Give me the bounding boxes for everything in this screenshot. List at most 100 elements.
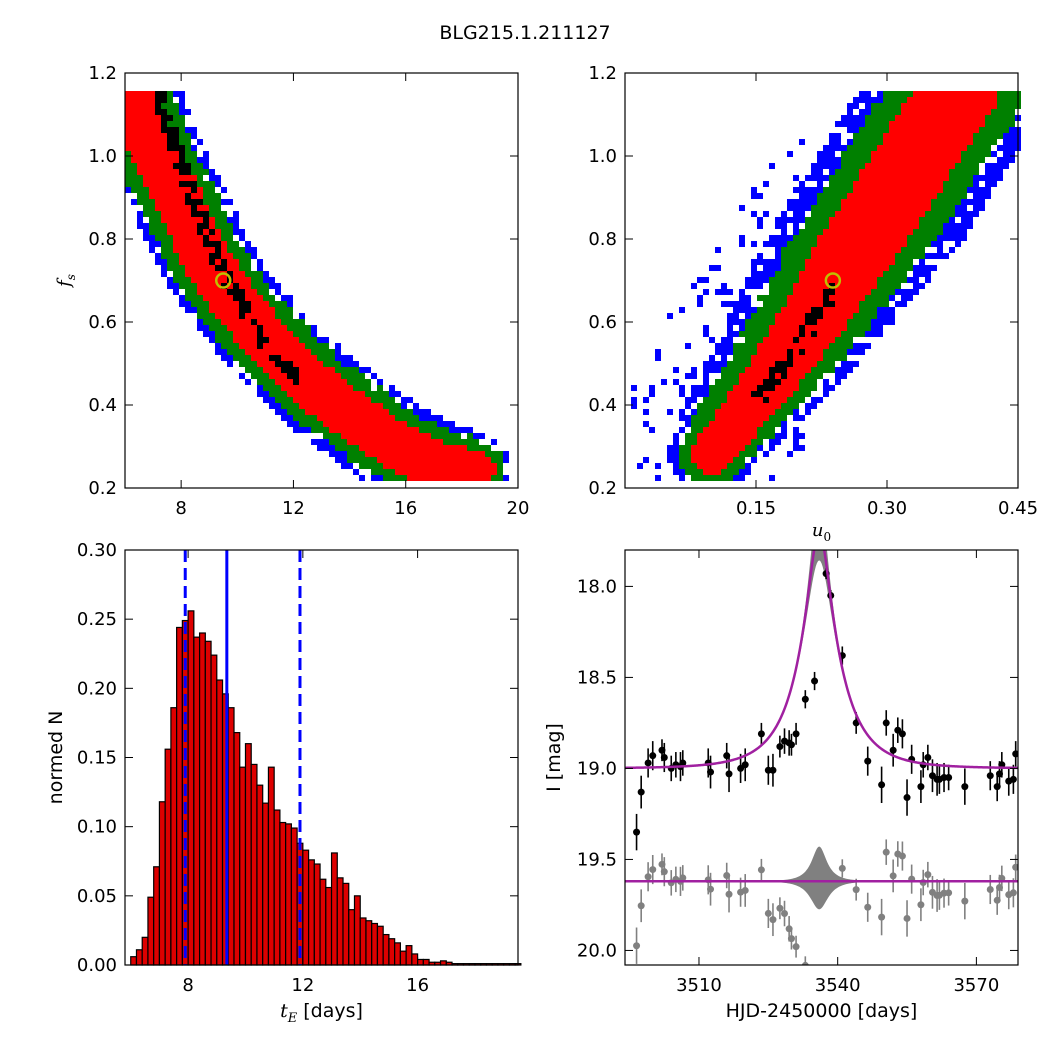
- top-right-cell: [847, 247, 853, 253]
- top-left-cell: [425, 463, 431, 469]
- top-right-cell: [769, 283, 775, 289]
- top-right-cell: [775, 265, 781, 271]
- top-right-cell: [781, 265, 787, 271]
- top-right-cell: [679, 445, 685, 451]
- top-right-cell: [895, 223, 901, 229]
- top-right-cell: [697, 475, 703, 481]
- top-left-cell: [287, 337, 293, 343]
- top-left-cell: [275, 331, 281, 337]
- top-left-cell: [131, 115, 137, 121]
- top-left-cell: [353, 445, 359, 451]
- top-left-cell: [257, 265, 263, 271]
- top-right-cell: [787, 343, 793, 349]
- top-left-cell: [239, 301, 245, 307]
- top-right-cell: [967, 145, 973, 151]
- top-right-cell: [895, 157, 901, 163]
- top-left-cell: [371, 373, 377, 379]
- top-left-cell: [203, 181, 209, 187]
- top-right-cell: [685, 415, 691, 421]
- top-right-cell: [715, 289, 721, 295]
- top-left-cell: [143, 211, 149, 217]
- top-left-cell: [443, 433, 449, 439]
- top-right-cell: [895, 271, 901, 277]
- bottom-left-bar: [371, 922, 379, 966]
- top-right-cell: [775, 409, 781, 415]
- top-left-cell: [227, 325, 233, 331]
- top-right-cell: [907, 277, 913, 283]
- top-right-cell: [703, 445, 709, 451]
- bottom-right-model-curve: [625, 550, 1018, 770]
- top-left-cell: [167, 235, 173, 241]
- top-left-cell: [245, 301, 251, 307]
- top-right-cell: [925, 169, 931, 175]
- top-left-cell: [191, 229, 197, 235]
- top-right-cell: [913, 271, 919, 277]
- top-right-cell: [853, 205, 859, 211]
- top-right-cell: [703, 391, 709, 397]
- top-left-cell: [221, 349, 227, 355]
- top-left-cell: [149, 151, 155, 157]
- top-right-cell: [841, 337, 847, 343]
- top-right-cell: [721, 283, 727, 289]
- top-right-cell: [829, 139, 835, 145]
- top-left-cell: [269, 307, 275, 313]
- top-right-cell: [751, 403, 757, 409]
- top-left-cell: [293, 385, 299, 391]
- top-left-cell: [371, 469, 377, 475]
- top-right-cell: [901, 139, 907, 145]
- top-right-cell: [745, 301, 751, 307]
- top-left-cell: [167, 121, 173, 127]
- top-right-cell: [817, 169, 823, 175]
- top-right-cell: [751, 415, 757, 421]
- top-right-cell: [865, 301, 871, 307]
- top-left-cell: [245, 361, 251, 367]
- top-right-cell: [799, 433, 805, 439]
- bottom-right-data-point: [707, 768, 715, 776]
- top-right-cell: [961, 91, 967, 97]
- top-left-cell: [257, 343, 263, 349]
- top-right-cell: [871, 205, 877, 211]
- top-right-cell: [841, 325, 847, 331]
- top-left-cell: [389, 433, 395, 439]
- top-right-cell: [673, 445, 679, 451]
- top-right-cell: [781, 295, 787, 301]
- top-right-cell: [685, 403, 691, 409]
- top-right-cell: [979, 97, 985, 103]
- top-right-cell: [985, 91, 991, 97]
- top-left-cell: [401, 409, 407, 415]
- top-left-cell: [251, 319, 257, 325]
- top-left-cell: [377, 427, 383, 433]
- top-right-cell: [847, 229, 853, 235]
- top-left-cell: [233, 265, 239, 271]
- top-right-cell: [775, 241, 781, 247]
- top-right-cell: [997, 109, 1003, 115]
- top-left-cell: [191, 289, 197, 295]
- top-right-cell: [1009, 127, 1015, 133]
- bottom-right-data-point: [649, 752, 657, 760]
- top-left-cell: [233, 355, 239, 361]
- top-right-cell: [919, 151, 925, 157]
- top-right-cell: [859, 169, 865, 175]
- top-left-cell: [269, 361, 275, 367]
- top-right-cell: [859, 121, 865, 127]
- top-right-cell: [967, 169, 973, 175]
- top-right-cell: [901, 253, 907, 259]
- top-right-cell: [697, 451, 703, 457]
- top-right-cell: [793, 271, 799, 277]
- top-right-cell: [901, 193, 907, 199]
- top-right-cell: [835, 223, 841, 229]
- top-right-cell: [805, 223, 811, 229]
- top-right-cell: [691, 373, 697, 379]
- bottom-left-bar: [365, 920, 373, 966]
- top-right-cell: [841, 115, 847, 121]
- top-left-cell: [161, 145, 167, 151]
- top-right-cell: [841, 181, 847, 187]
- top-right-cell: [847, 271, 853, 277]
- top-left-cell: [353, 439, 359, 445]
- top-right-cell: [889, 241, 895, 247]
- bottom-right-ytick-label: 19.0: [577, 758, 617, 779]
- top-right-cell: [685, 373, 691, 379]
- top-left-cell: [347, 385, 353, 391]
- top-left-cell: [245, 367, 251, 373]
- top-right-cell: [751, 319, 757, 325]
